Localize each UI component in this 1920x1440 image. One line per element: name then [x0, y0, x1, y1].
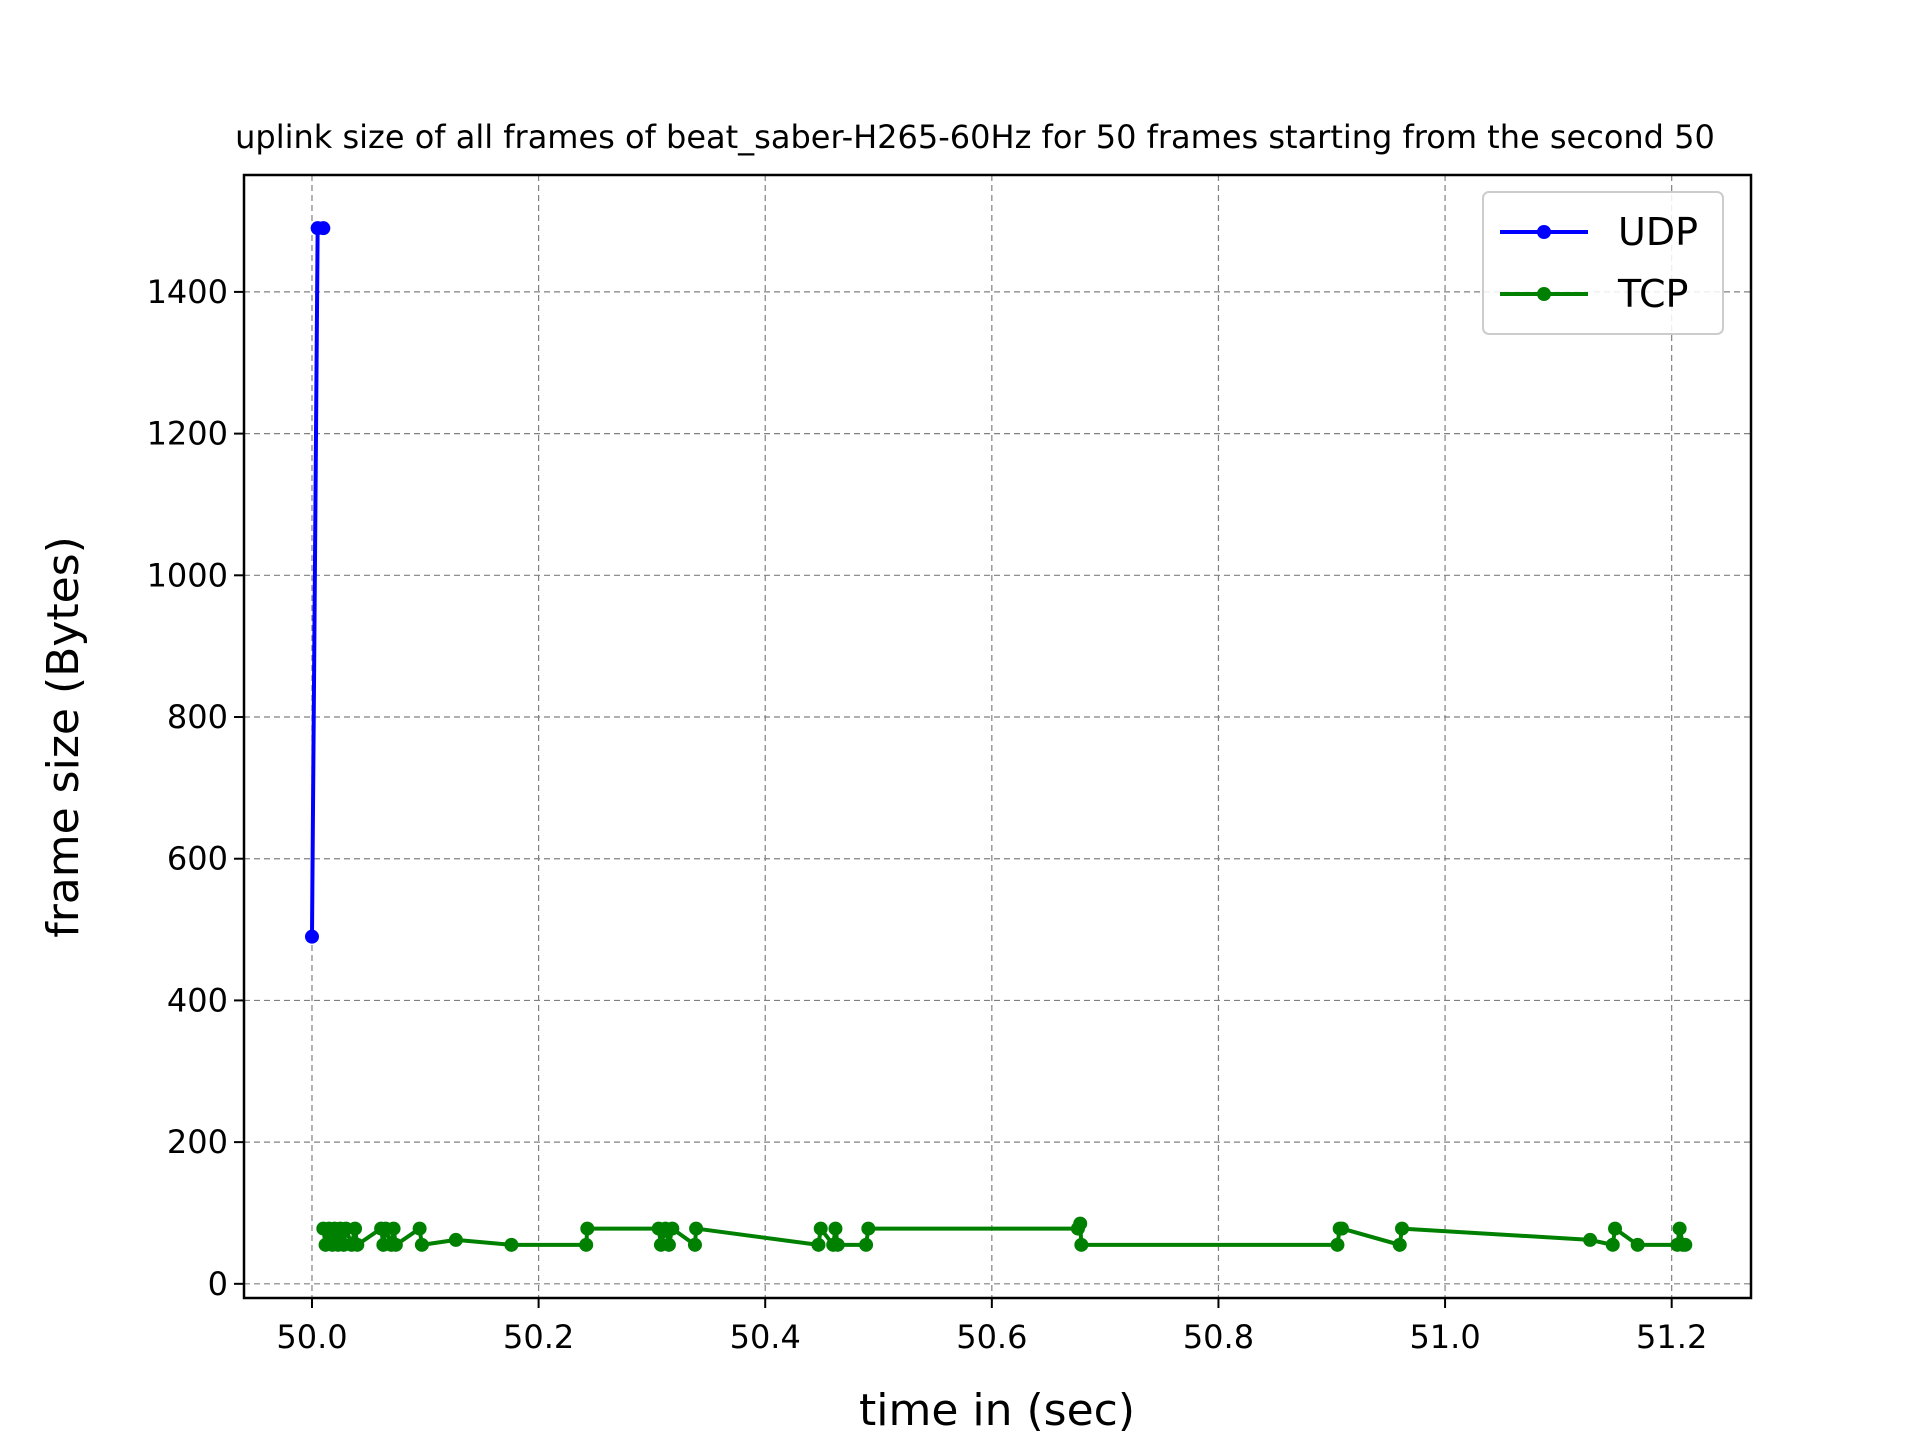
x-tick-label: 50.0 [276, 1318, 347, 1356]
data-point-tcp [665, 1221, 680, 1236]
y-tick-label: 200 [167, 1123, 228, 1161]
data-point-tcp [661, 1237, 676, 1252]
data-point-tcp [1605, 1237, 1620, 1252]
legend: UDP TCP [1482, 191, 1724, 335]
data-point-tcp [828, 1221, 843, 1236]
series-layer [304, 221, 1693, 1252]
data-point-tcp [1392, 1237, 1407, 1252]
data-point-tcp [1608, 1221, 1623, 1236]
chart-title: uplink size of all frames of beat_saber-… [235, 118, 1715, 156]
data-point-tcp [412, 1221, 427, 1236]
ticks: 50.0 50.2 50.4 50.6 50.8 51.0 51.2 0 200 400 600 80… [147, 273, 1708, 1356]
legend-item-udp: UDP [1500, 210, 1698, 254]
y-tick-label: 1400 [147, 273, 228, 311]
x-tick-label: 50.2 [503, 1318, 574, 1356]
legend-label-udp: UDP [1618, 210, 1698, 254]
data-point-tcp [811, 1237, 826, 1252]
data-point-tcp [1334, 1221, 1349, 1236]
x-tick-label: 50.8 [1183, 1318, 1254, 1356]
series-udp [304, 221, 331, 944]
y-tick-label: 800 [167, 698, 228, 736]
data-point-tcp [830, 1237, 845, 1252]
data-point-tcp [1330, 1237, 1345, 1252]
data-point-tcp [348, 1221, 363, 1236]
legend-label-tcp: TCP [1617, 272, 1688, 316]
data-point-tcp [813, 1221, 828, 1236]
data-point-tcp [689, 1221, 704, 1236]
x-tick-label: 50.6 [956, 1318, 1027, 1356]
y-tick-label: 0 [208, 1265, 228, 1303]
data-point-tcp [386, 1221, 401, 1236]
data-point-tcp [1395, 1221, 1410, 1236]
x-tick-label: 51.0 [1409, 1318, 1480, 1356]
data-point-tcp [1630, 1237, 1645, 1252]
y-tick-label: 1200 [147, 415, 228, 453]
data-point-tcp [861, 1221, 876, 1236]
legend-marker-tcp [1537, 287, 1551, 301]
data-point-tcp [580, 1221, 595, 1236]
x-axis-title: time in (sec) [859, 1385, 1135, 1436]
data-point-udp [304, 929, 319, 944]
data-point-tcp [859, 1237, 874, 1252]
data-point-tcp [448, 1232, 463, 1247]
y-tick-label: 1000 [147, 556, 228, 594]
y-tick-label: 600 [167, 840, 228, 878]
data-point-tcp [1074, 1237, 1089, 1252]
x-tick-label: 50.4 [730, 1318, 801, 1356]
data-point-tcp [1583, 1232, 1598, 1247]
data-point-tcp [1073, 1216, 1088, 1231]
data-point-tcp [350, 1237, 365, 1252]
data-point-tcp [388, 1237, 403, 1252]
data-point-tcp [1672, 1221, 1687, 1236]
x-tick-label: 51.2 [1636, 1318, 1707, 1356]
plot-frame [242, 173, 1753, 1300]
legend-marker-udp [1537, 225, 1551, 239]
grid [244, 175, 1751, 1298]
y-tick-label: 400 [167, 981, 228, 1019]
data-point-tcp [579, 1237, 594, 1252]
legend-item-tcp: TCP [1500, 272, 1688, 316]
y-axis-title: frame size (Bytes) [38, 536, 89, 938]
data-point-tcp [1678, 1237, 1693, 1252]
data-point-tcp [414, 1237, 429, 1252]
data-point-tcp [687, 1237, 702, 1252]
series-tcp [316, 1216, 1693, 1252]
data-point-udp [316, 221, 331, 236]
data-point-tcp [504, 1237, 519, 1252]
